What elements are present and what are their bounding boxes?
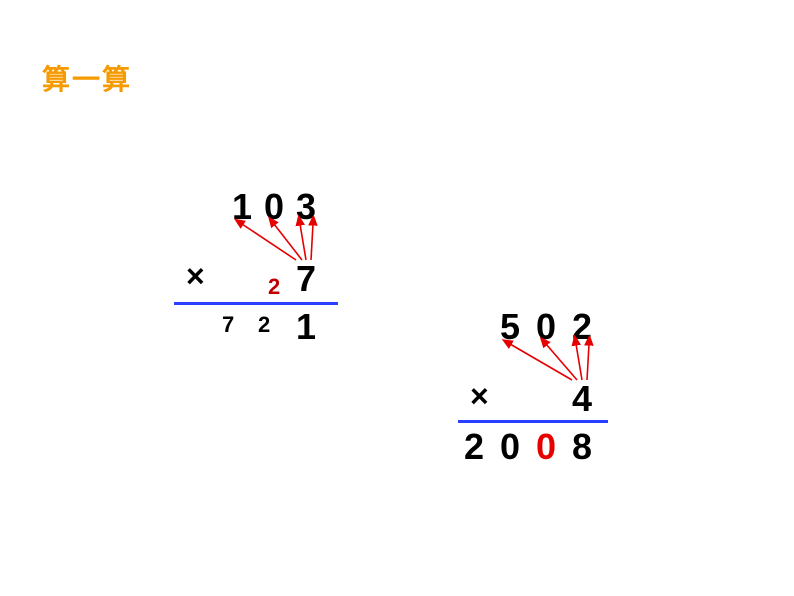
- p2-multiplier: 4: [572, 378, 592, 420]
- p2-times-sign: ×: [470, 378, 489, 415]
- p2-rule: [458, 420, 608, 423]
- p1-multiplier: 7: [296, 258, 316, 300]
- p2-result-d1: 2: [464, 426, 484, 468]
- p1-result-main: 1: [296, 306, 316, 348]
- p1-result-small1: 7: [222, 312, 234, 338]
- p1-rule: [174, 302, 338, 305]
- p2-result-d2: 0: [500, 426, 520, 468]
- p2-multiplicand-d2: 0: [536, 306, 556, 348]
- p2-multiplicand-d1: 5: [500, 306, 520, 348]
- p2-multiplicand-d3: 2: [572, 306, 592, 348]
- p1-carry: 2: [268, 274, 280, 300]
- p1-multiplicand-d1: 1: [232, 186, 252, 228]
- page-title: 算一算: [42, 58, 132, 98]
- p1-multiplicand-d2: 0: [264, 186, 284, 228]
- p1-times-sign: ×: [186, 258, 205, 295]
- p2-result-d3: 0: [536, 426, 556, 468]
- p2-result-d4: 8: [572, 426, 592, 468]
- p1-multiplicand-d3: 3: [296, 186, 316, 228]
- p1-result-small2: 2: [258, 312, 270, 338]
